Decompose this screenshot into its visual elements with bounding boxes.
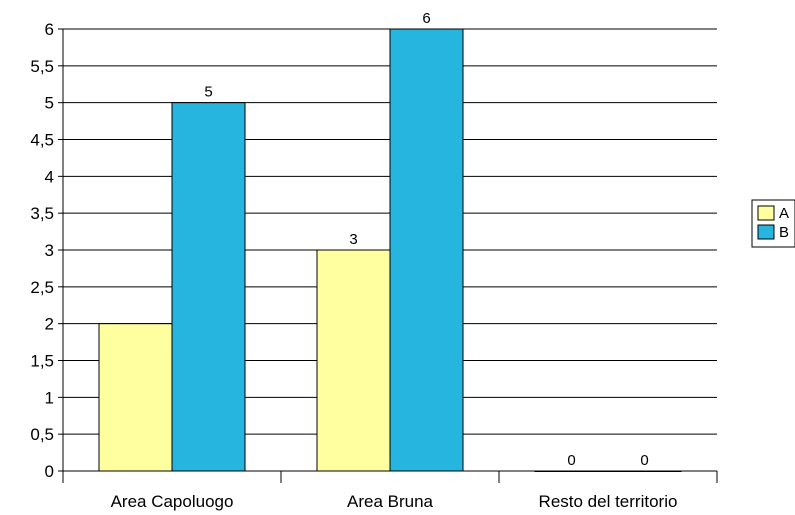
y-tick-label: 0 — [45, 462, 54, 481]
data-label: 0 — [640, 452, 648, 469]
data-label: 6 — [422, 10, 430, 27]
x-axis-ticks: Area Capoluogo Area Bruna Resto del territ… — [62, 471, 718, 511]
y-tick-label: 3 — [45, 241, 54, 260]
y-tick-label: 5,5 — [30, 57, 54, 76]
data-labels: 5 3 6 0 0 — [204, 10, 648, 469]
data-label: 3 — [349, 231, 357, 248]
y-tick-label: 2 — [45, 315, 54, 334]
legend-label: A — [779, 205, 789, 222]
y-tick-label: 0,5 — [30, 425, 54, 444]
y-axis-ticks: 0 0,5 1 1,5 2 2,5 3 3,5 4 4,5 5 5,5 6 — [30, 20, 63, 481]
bars — [98, 28, 682, 472]
legend-swatch — [757, 224, 775, 240]
data-label: 5 — [204, 84, 212, 101]
y-tick-label: 4,5 — [30, 131, 54, 150]
data-label: 0 — [567, 452, 575, 469]
y-tick-label: 6 — [45, 20, 54, 39]
y-tick-label: 3,5 — [30, 204, 54, 223]
y-tick-label: 1 — [45, 388, 54, 407]
y-tick-label: 1,5 — [30, 352, 54, 371]
bar-b — [171, 102, 246, 472]
legend-swatch — [757, 205, 775, 221]
x-tick-label: Area Bruna — [347, 492, 434, 511]
x-tick-label: Area Capoluogo — [111, 492, 234, 511]
x-tick-label: Resto del territorio — [539, 492, 678, 511]
legend: AB — [751, 199, 795, 248]
bar-a — [316, 249, 391, 472]
y-tick-label: 2,5 — [30, 278, 54, 297]
bar-b — [389, 28, 464, 472]
legend-label: B — [779, 224, 789, 241]
y-tick-label: 4 — [45, 167, 54, 186]
y-tick-label: 5 — [45, 94, 54, 113]
bar-a — [98, 323, 173, 472]
